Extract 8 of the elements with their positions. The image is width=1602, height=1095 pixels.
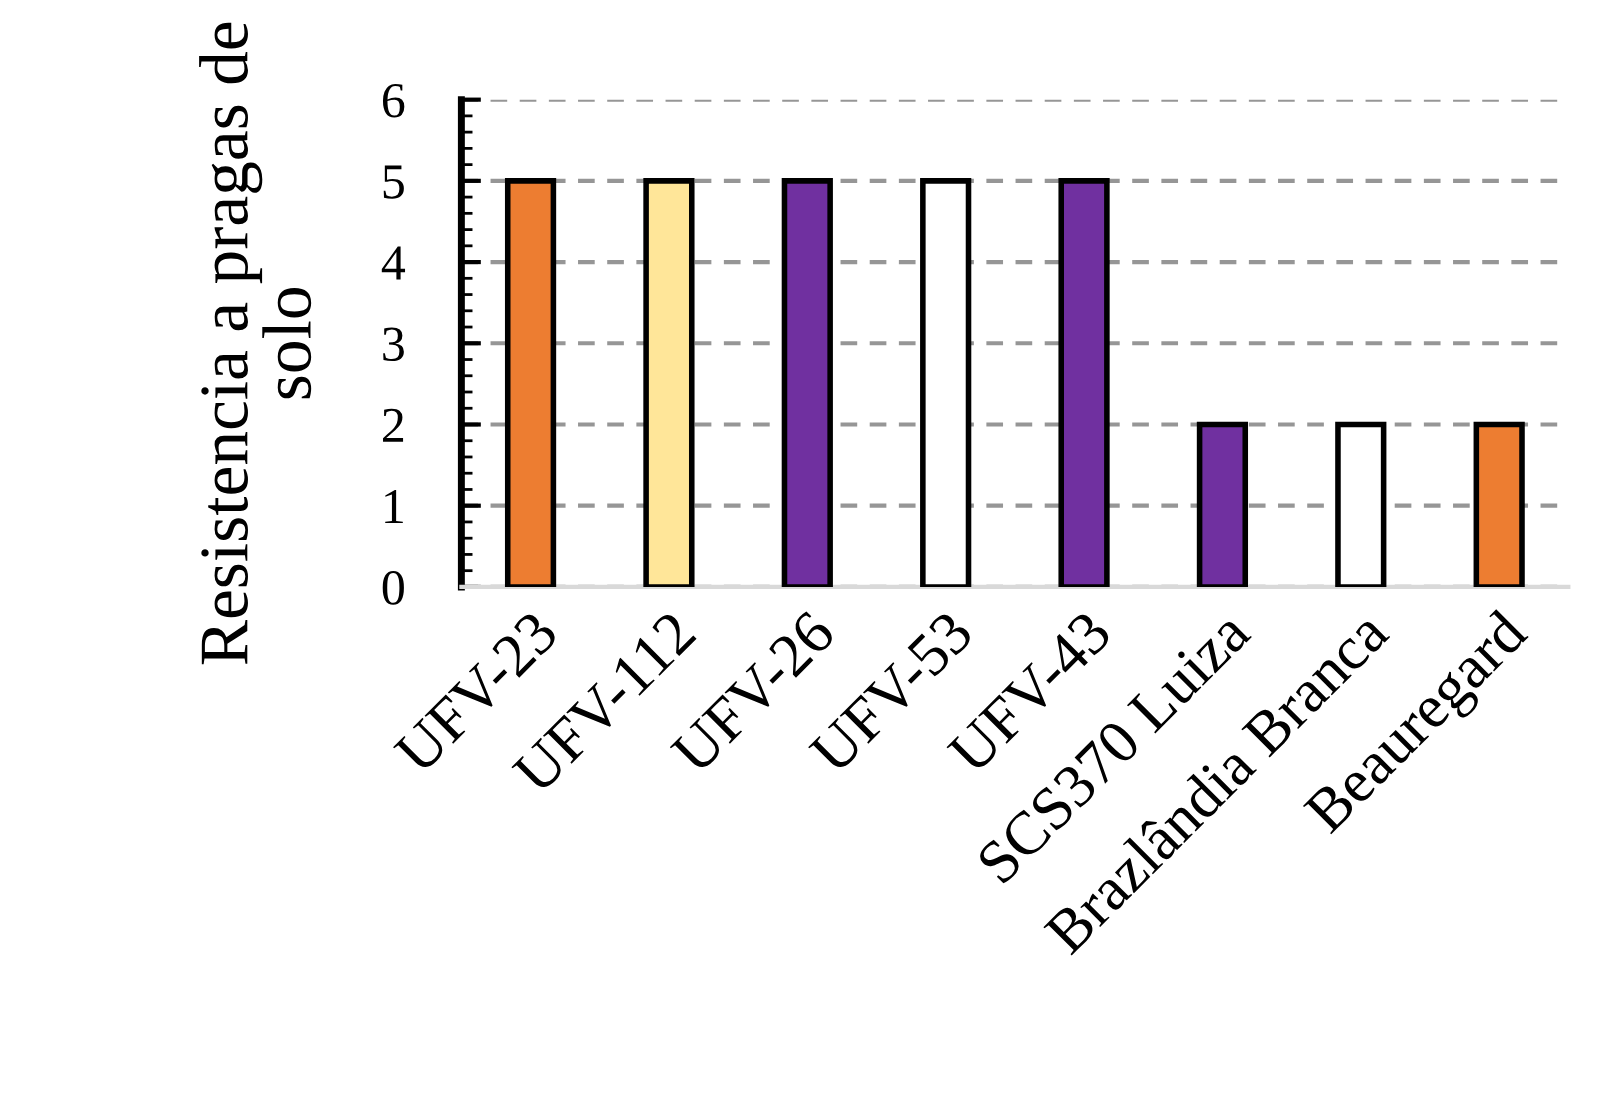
- y-tick-label: 1: [385, 490, 403, 524]
- y-tick-label: 3: [383, 327, 404, 362]
- y-axis-title: Resistencia a pragas de solo: [199, 22, 312, 665]
- y-tick-label: 0: [382, 571, 404, 605]
- y-tick-label: 6: [382, 83, 405, 118]
- y-tick-label: 2: [383, 408, 404, 442]
- y-tick-label: 5: [383, 165, 404, 199]
- y-tick-label: 4: [381, 246, 406, 280]
